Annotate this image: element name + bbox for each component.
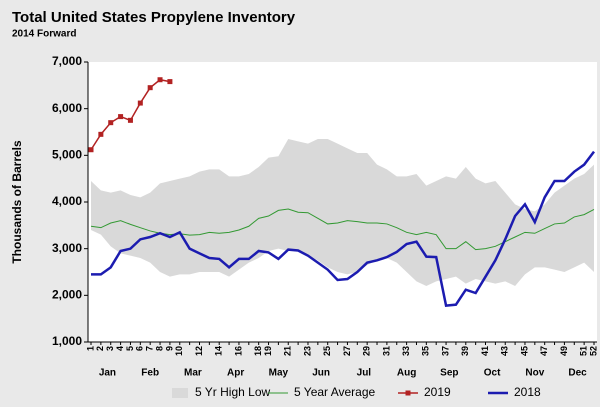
y-tick-label: 2,000 — [52, 288, 82, 302]
series-marker — [167, 79, 173, 85]
month-label: Sep — [440, 368, 458, 379]
x-tick-label: 29 — [362, 346, 372, 356]
y-axis-label: Thousands of Barrels — [10, 140, 24, 264]
series-marker — [108, 120, 114, 126]
series-line — [91, 150, 595, 307]
x-tick-label: 21 — [283, 346, 293, 356]
x-tick-label: 49 — [559, 346, 569, 356]
y-tick-label: 1,000 — [52, 334, 82, 348]
y-tick-label: 6,000 — [52, 101, 82, 115]
month-label: Mar — [184, 368, 202, 379]
legend-label: 2019 — [424, 385, 451, 399]
x-tick-label: 33 — [401, 346, 411, 356]
series-marker — [127, 117, 133, 123]
series-marker — [88, 147, 94, 153]
series-marker — [147, 85, 153, 91]
month-label: Dec — [568, 368, 587, 379]
x-tick-label: 5 — [125, 346, 135, 351]
legend-label: 5 Year Average — [294, 385, 376, 399]
x-tick-label: 23 — [302, 346, 312, 356]
legend-label: 5 Yr High Low — [195, 385, 270, 399]
high-low-band — [91, 139, 594, 286]
x-tick-label: 37 — [440, 346, 450, 356]
x-tick-label: 19 — [263, 346, 273, 356]
x-tick-label: 47 — [539, 346, 549, 356]
legend-swatch — [172, 388, 188, 398]
x-tick-label: 43 — [500, 346, 510, 356]
x-tick-label: 1 — [85, 346, 95, 351]
series-marker — [98, 131, 104, 137]
x-tick-label: 14 — [214, 346, 224, 356]
series-marker — [137, 100, 143, 106]
month-label: Aug — [397, 368, 416, 379]
chart-title: Total United States Propylene Inventory — [12, 9, 296, 26]
month-label: Jun — [312, 368, 330, 379]
x-tick-label: 16 — [233, 346, 243, 356]
month-label: Apr — [227, 368, 244, 379]
x-tick-label: 18 — [253, 346, 263, 356]
x-tick-label: 10 — [174, 346, 184, 356]
y-tick-label: 4,000 — [52, 194, 82, 208]
x-tick-label: 9 — [164, 346, 174, 351]
x-tick-label: 45 — [519, 346, 529, 356]
x-tick-label: 27 — [342, 346, 352, 356]
x-tick-label: 25 — [322, 346, 332, 356]
month-label: Feb — [141, 368, 159, 379]
month-label: Jul — [357, 368, 372, 379]
month-label: Oct — [484, 368, 501, 379]
x-tick-label: 39 — [460, 346, 470, 356]
month-label: May — [269, 368, 289, 379]
month-label: Nov — [525, 368, 544, 379]
series-marker — [157, 77, 163, 83]
x-tick-label: 35 — [421, 346, 431, 356]
y-tick-label: 3,000 — [52, 241, 82, 255]
x-tick-label: 2 — [95, 346, 105, 351]
x-tick-label: 31 — [381, 346, 391, 356]
x-tick-label: 41 — [480, 346, 490, 356]
x-tick-label: 52 — [588, 346, 598, 356]
x-tick-label: 7 — [145, 346, 155, 351]
y-tick-label: 5,000 — [52, 148, 82, 162]
x-tick-label: 12 — [194, 346, 204, 356]
x-tick-label: 4 — [115, 346, 125, 351]
series-marker — [118, 114, 124, 120]
x-tick-label: 3 — [105, 346, 115, 351]
month-label: Jan — [99, 368, 116, 379]
x-tick-label: 8 — [154, 346, 164, 351]
x-tick-label: 51 — [579, 346, 589, 356]
x-tick-label: 6 — [135, 346, 145, 351]
y-tick-label: 7,000 — [52, 54, 82, 68]
legend-marker — [405, 390, 411, 396]
legend-label: 2018 — [514, 385, 541, 399]
chart-subtitle: 2014 Forward — [12, 29, 76, 40]
